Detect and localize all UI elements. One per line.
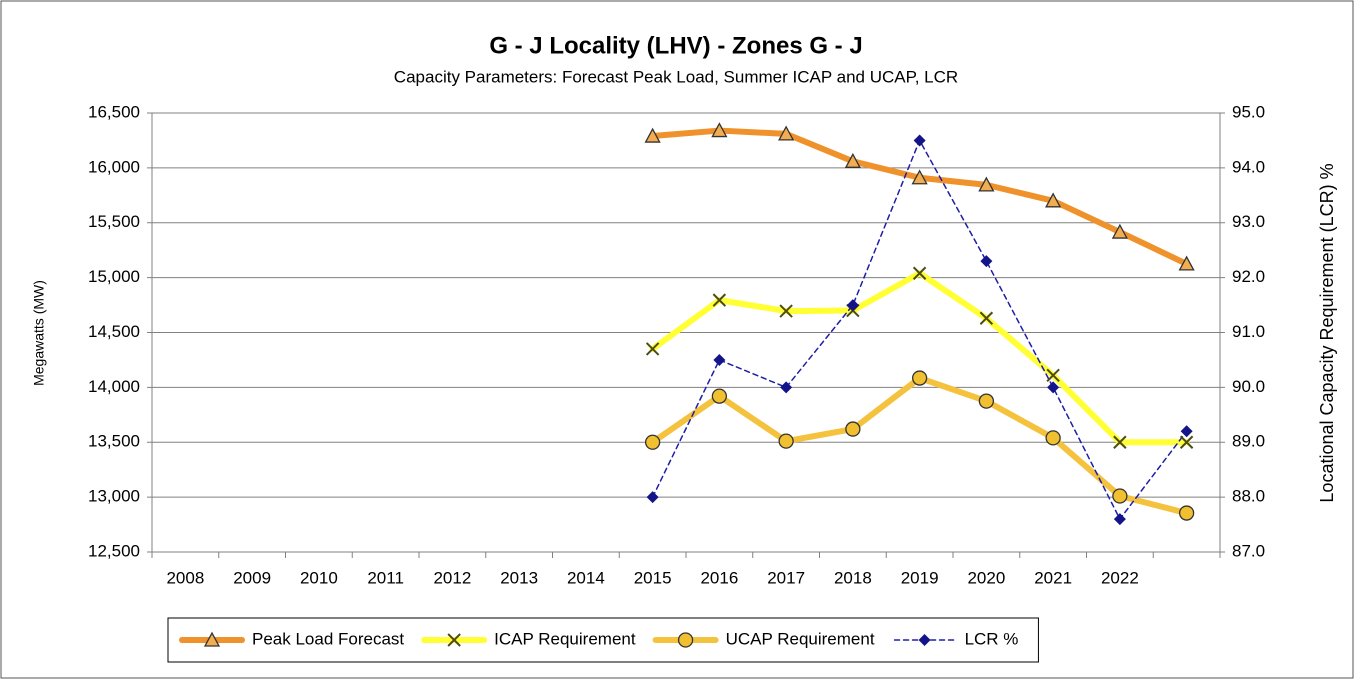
x-tick-label: 2016 <box>700 568 738 587</box>
marker <box>780 381 793 394</box>
legend-marker <box>447 633 461 647</box>
x-tick-label: 2009 <box>233 568 271 587</box>
x-tick-label: 2015 <box>634 568 672 587</box>
marker <box>1178 505 1195 521</box>
marker <box>644 127 661 143</box>
y2-tick-label: 93.0 <box>1232 212 1265 231</box>
marker <box>644 434 661 450</box>
y-tick-label: 13,000 <box>88 487 140 506</box>
x-tick-label: 2010 <box>300 568 338 587</box>
legend-label: ICAP Requirement <box>494 629 636 648</box>
y2-tick-label: 89.0 <box>1232 432 1265 451</box>
legend-label: LCR % <box>965 629 1019 648</box>
chart-subtitle: Capacity Parameters: Forecast Peak Load,… <box>394 67 958 86</box>
marker <box>1111 223 1128 239</box>
marker <box>979 311 994 325</box>
marker <box>1045 192 1062 208</box>
marker <box>846 299 859 312</box>
legend-label: Peak Load Forecast <box>252 629 404 648</box>
legend-marker <box>918 634 931 646</box>
y2-axis-label: Locational Capacity Requirement (LCR) % <box>1317 163 1337 502</box>
marker <box>1112 488 1128 504</box>
x-tick-label: 2019 <box>901 568 939 587</box>
marker <box>911 370 928 386</box>
y-axis-label: Megawatts (MW) <box>31 280 47 386</box>
marker <box>1178 255 1195 271</box>
marker <box>980 255 993 268</box>
marker <box>844 152 861 168</box>
x-tick-label: 2014 <box>567 568 605 587</box>
y-tick-label: 15,000 <box>88 267 140 286</box>
marker <box>779 304 793 318</box>
marker <box>645 342 660 356</box>
y2-tick-label: 94.0 <box>1232 157 1265 176</box>
marker <box>711 122 728 138</box>
legend-marker <box>677 632 694 648</box>
y-tick-label: 16,000 <box>88 157 140 176</box>
marker <box>1113 513 1126 526</box>
y2-tick-label: 90.0 <box>1232 377 1265 396</box>
marker <box>711 388 728 404</box>
marker <box>646 491 659 504</box>
x-tick-label: 2021 <box>1034 568 1072 587</box>
y-tick-label: 16,500 <box>88 102 140 121</box>
x-tick-label: 2011 <box>367 568 404 587</box>
y2-tick-label: 88.0 <box>1232 487 1265 506</box>
y-tick-label: 12,500 <box>88 541 140 560</box>
x-tick-label: 2018 <box>834 568 872 587</box>
y2-tick-label: 95.0 <box>1232 102 1265 121</box>
y-tick-label: 14,000 <box>88 377 140 396</box>
y-tick-label: 14,500 <box>88 322 140 341</box>
x-tick-label: 2012 <box>433 568 471 587</box>
x-tick-label: 2013 <box>500 568 538 587</box>
marker <box>912 266 927 280</box>
marker <box>913 134 926 147</box>
marker <box>978 176 995 192</box>
marker <box>778 433 794 449</box>
marker <box>1047 381 1060 394</box>
x-tick-label: 2020 <box>967 568 1005 587</box>
marker <box>778 125 795 141</box>
legend-marker <box>203 631 221 647</box>
x-tick-label: 2008 <box>166 568 204 587</box>
marker <box>1180 425 1193 438</box>
y-tick-label: 15,500 <box>88 212 140 231</box>
marker <box>712 293 727 307</box>
y-tick-label: 13,500 <box>88 432 140 451</box>
legend-box <box>167 617 1039 663</box>
y2-tick-label: 92.0 <box>1232 267 1265 286</box>
marker <box>845 421 861 437</box>
marker <box>1113 435 1127 449</box>
x-tick-label: 2022 <box>1101 568 1139 587</box>
marker <box>713 353 726 366</box>
marker <box>1046 368 1060 383</box>
y2-tick-label: 87.0 <box>1232 541 1265 560</box>
y2-tick-label: 91.0 <box>1232 322 1265 341</box>
chart-title: G - J Locality (LHV) - Zones G - J <box>489 32 862 59</box>
marker <box>911 169 928 185</box>
marker <box>1045 430 1061 446</box>
marker <box>1179 435 1194 449</box>
legend-label: UCAP Requirement <box>726 629 875 648</box>
marker <box>978 393 995 409</box>
legend: Peak Load Forecast ICAP Requirement UCAP R… <box>167 617 1039 663</box>
x-tick-label: 2017 <box>767 568 805 587</box>
